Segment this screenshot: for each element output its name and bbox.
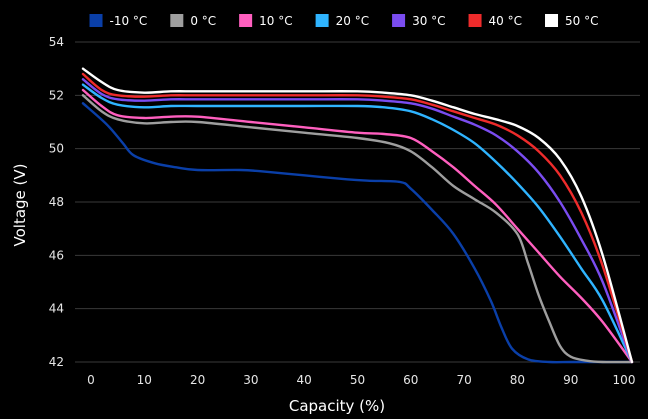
legend-swatch [315, 14, 329, 27]
series-line-1 [81, 94, 634, 364]
y-tick-label: 46 [49, 248, 64, 262]
legend-item-0: -10 °C [89, 14, 148, 28]
series-line-6 [81, 67, 634, 364]
legend-swatch [392, 14, 406, 27]
x-tick-label: 20 [190, 373, 205, 387]
x-tick-label: 100 [613, 373, 636, 387]
series-lines [81, 67, 634, 364]
y-axis-label: Voltage (V) [11, 164, 29, 247]
x-axis-label: Capacity (%) [289, 397, 385, 415]
x-tick-label: 40 [297, 373, 312, 387]
series-line-3 [81, 83, 634, 364]
x-tick-label: 50 [350, 373, 365, 387]
legend-item-5: 40 °C [468, 14, 522, 28]
legend-item-3: 20 °C [315, 14, 369, 28]
legend-label: 20 °C [336, 14, 369, 28]
legend-label: 30 °C [412, 14, 445, 28]
y-tick-label: 44 [49, 302, 64, 316]
legend-swatch [239, 14, 253, 27]
x-tick-label: 90 [563, 373, 578, 387]
legend-item-4: 30 °C [392, 14, 446, 28]
y-tick-label: 52 [49, 88, 64, 102]
series-line-5 [81, 72, 634, 364]
legend-label: 10 °C [259, 14, 292, 28]
legend-item-6: 50 °C [545, 14, 598, 28]
legend-swatch [89, 14, 103, 27]
y-tick-labels: 42 44 46 48 50 52 54 [49, 35, 64, 369]
x-tick-label: 60 [403, 373, 418, 387]
legend-swatch [545, 14, 559, 27]
legend: -10 °C 0 °C 10 °C 20 °C 30 °C 40 °C 50 °C [89, 14, 598, 28]
legend-swatch [468, 14, 482, 27]
series-line-2 [81, 88, 634, 364]
legend-swatch [170, 14, 184, 27]
x-tick-label: 0 [87, 373, 95, 387]
x-tick-labels: 0 10 20 30 40 50 60 70 80 90 100 [87, 373, 635, 387]
gridlines [75, 41, 640, 363]
x-tick-label: 10 [137, 373, 152, 387]
x-tick-label: 80 [510, 373, 525, 387]
y-tick-label: 54 [49, 35, 64, 49]
legend-label: 0 °C [190, 14, 216, 28]
legend-label: 40 °C [489, 14, 522, 28]
legend-item-1: 0 °C [170, 14, 216, 28]
series-line-0 [81, 102, 634, 364]
legend-label: -10 °C [110, 14, 148, 28]
legend-item-2: 10 °C [239, 14, 293, 28]
legend-label: 50 °C [565, 14, 598, 28]
series-line-4 [81, 78, 634, 364]
x-tick-label: 70 [456, 373, 471, 387]
x-tick-label: 30 [243, 373, 258, 387]
y-tick-label: 50 [49, 142, 64, 156]
y-tick-label: 42 [49, 355, 64, 369]
y-tick-label: 48 [49, 195, 64, 209]
